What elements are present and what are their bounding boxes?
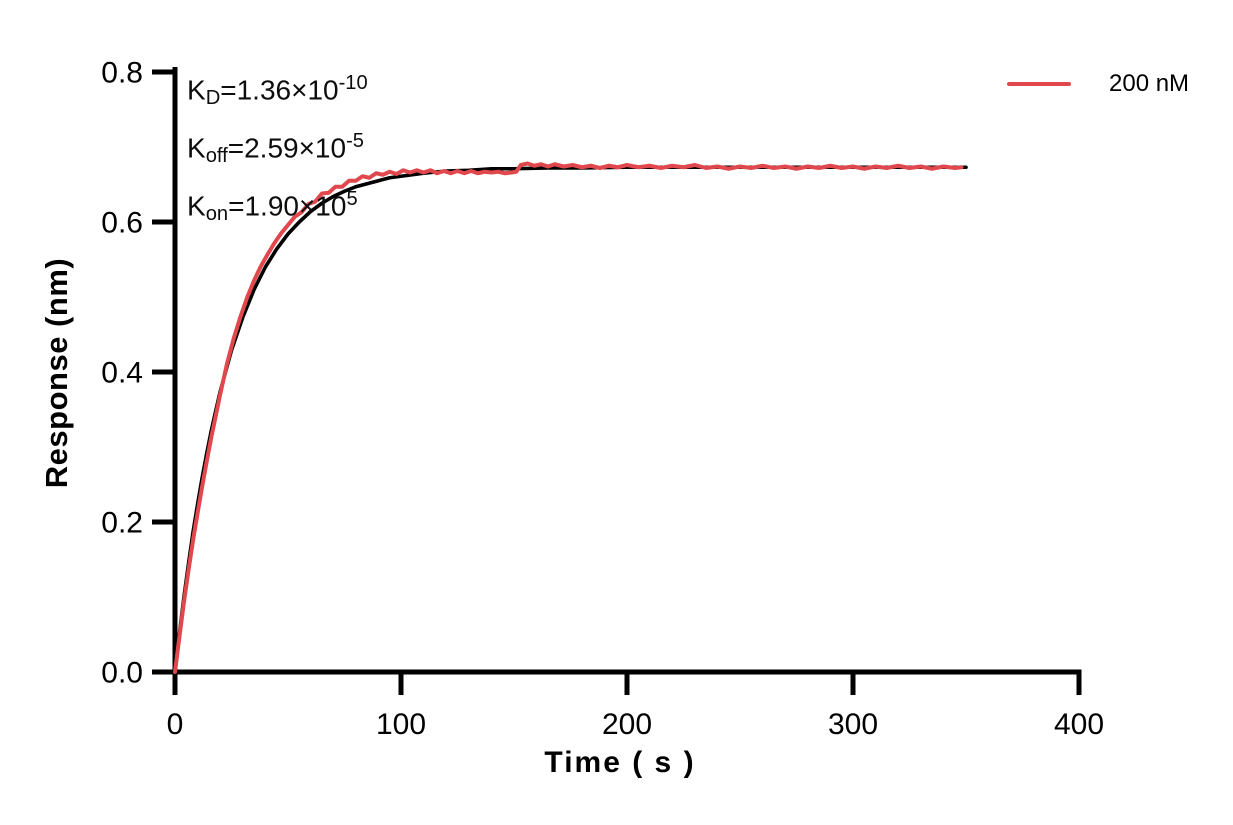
fit-curve [173,165,968,674]
x-tick-label: 200 [602,708,652,741]
koff-annotation: Koff=2.59×10-5 [187,120,368,178]
koff-value: =2.59×10 [227,132,347,164]
x-tick-label: 0 [167,708,184,741]
x-tick-label: 400 [1054,708,1104,741]
y-tick-label: 0.6 [101,207,143,240]
legend-label: 200 nM [1109,70,1190,97]
data-curve [173,161,964,674]
koff-exponent: -5 [346,129,365,152]
x-tick-label: 100 [376,708,426,741]
y-tick-label: 0.2 [101,507,143,540]
kon-value: =1.90×10 [228,190,347,222]
x-tick-label: 300 [828,708,878,741]
kd-exponent: -10 [338,72,368,94]
legend: 200 nM [1007,70,1189,98]
y-tick-label: 0.0 [101,657,143,690]
x-axis-title: Time ( s ) [544,746,696,779]
y-tick-label: 0.4 [101,357,143,390]
koff-base: K [187,132,206,164]
y-tick-label: 0.8 [101,57,143,90]
kon-sub: on [205,202,229,225]
kd-annotation: KD=1.36×10-10 [187,62,368,120]
koff-sub: off [205,144,228,167]
kon-base: K [187,190,206,222]
legend-line-swatch [1007,82,1071,86]
kd-value: =1.36×10 [220,74,339,106]
kd-base: K [187,74,206,106]
kinetics-annotations: KD=1.36×10-10 Koff=2.59×10-5 Kon=1.90×10… [187,62,368,236]
y-axis-title: Response (nm) [39,257,74,489]
kon-exponent: 5 [346,187,358,210]
kon-annotation: Kon=1.90×105 [187,178,368,236]
kd-sub: D [205,86,221,109]
